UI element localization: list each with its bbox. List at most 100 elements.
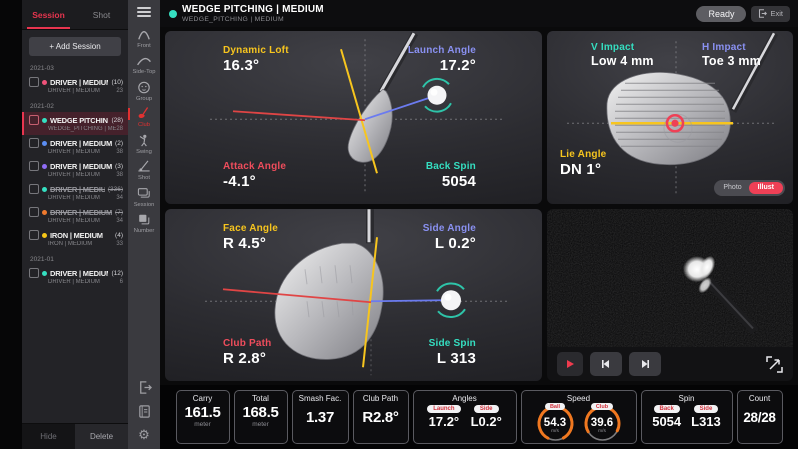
session-color-dot <box>42 209 47 215</box>
impact-video-panel <box>547 208 793 381</box>
session-checkbox[interactable] <box>29 207 39 217</box>
session-row[interactable]: DRIVER | MEDIUM (10) DRIVER | MEDIUM 23 <box>22 74 128 97</box>
side-spin-badge: Side <box>693 405 719 413</box>
manual-book-icon[interactable] <box>137 404 152 419</box>
step-forward-icon <box>642 360 649 368</box>
hide-button[interactable]: Hide <box>22 424 75 449</box>
session-count: (3) <box>115 162 123 170</box>
rail-item-front[interactable]: Front <box>128 27 160 49</box>
left-edge-strip <box>0 0 22 449</box>
rail-item-number[interactable]: Number <box>128 212 160 234</box>
top-view-graphic <box>205 208 510 375</box>
session-row[interactable]: DRIVER | MEDIUM (2) DRIVER | MEDIUM 38 <box>22 135 128 158</box>
face-angle-metric: Face Angle R 4.5° <box>223 222 278 252</box>
session-subcount: 33 <box>116 241 123 247</box>
session-checkbox[interactable] <box>29 115 39 125</box>
session-subtitle: IRON | MEDIUM <box>48 241 93 247</box>
session-checkbox[interactable] <box>29 184 39 194</box>
session-row[interactable]: DRIVER | MEDIUM (12) DRIVER | MEDIUM 6 <box>22 265 128 288</box>
shot-stats-bar: Carry 161.5 meter Total 168.5 meter Smas… <box>160 385 798 449</box>
session-count: (4) <box>115 231 123 239</box>
rail-item-swing[interactable]: Swing <box>128 133 160 155</box>
rail-item-group[interactable]: Group <box>128 80 160 102</box>
number-icon <box>139 214 150 225</box>
club-icon <box>138 107 149 119</box>
session-row-hidden[interactable]: DRIVER | MEDIUM (7) DRIVER | MEDIUM 34 <box>22 204 128 227</box>
exit-icon <box>759 9 768 18</box>
impact-view-panel: V Impact Low 4 mm H Impact Toe 3 mm Lie … <box>547 31 793 204</box>
exit-button[interactable]: Exit <box>751 5 790 22</box>
illust-toggle-option[interactable]: Illust <box>748 181 783 194</box>
tab-session[interactable]: Session <box>22 0 75 29</box>
date-label: 2021-01 <box>30 256 54 263</box>
session-subtitle: DRIVER | MEDIUM <box>48 279 100 285</box>
session-status-dot <box>169 9 177 18</box>
session-color-dot <box>42 163 47 169</box>
rail-item-side-top[interactable]: Side-Top <box>128 53 160 75</box>
rail-item-club[interactable]: Club <box>128 106 160 128</box>
launch-badge: Launch <box>427 405 461 413</box>
sidebar-tabs: Session Shot <box>22 0 128 30</box>
session-subtitle: DRIVER | MEDIUM <box>48 88 100 94</box>
menu-icon[interactable] <box>137 7 151 17</box>
session-row[interactable]: IRON | MEDIUM (4) IRON | MEDIUM 33 <box>22 227 128 250</box>
session-subtitle: DRIVER | MEDIUM <box>48 218 100 224</box>
app-header: WEDGE PITCHING | MEDIUM WEDGE_PITCHING |… <box>160 0 798 27</box>
side-spin-metric: Side Spin L 313 <box>428 338 476 367</box>
session-color-dot <box>42 140 47 146</box>
step-forward-button[interactable] <box>629 352 661 376</box>
launch-angle-metric: Launch Angle 17.2° <box>407 45 476 74</box>
fullscreen-button[interactable] <box>766 355 783 373</box>
session-color-dot <box>42 270 47 276</box>
side-top-trajectory-icon <box>137 58 151 66</box>
session-checkbox[interactable] <box>29 268 39 278</box>
session-subcount: 34 <box>116 218 123 224</box>
session-color-dot <box>42 117 47 123</box>
session-checkbox[interactable] <box>29 230 39 240</box>
side-badge: Side <box>473 405 499 413</box>
lie-angle-metric: Lie Angle DN 1° <box>560 148 607 178</box>
step-back-icon <box>602 360 609 368</box>
add-session-button[interactable]: + Add Session <box>29 37 121 56</box>
ready-button[interactable]: Ready <box>696 5 747 22</box>
session-title: IRON | MEDIUM <box>50 230 103 240</box>
play-button[interactable] <box>557 352 583 376</box>
shot-icon <box>138 160 150 172</box>
delete-button[interactable]: Delete <box>75 424 128 449</box>
rail-item-session[interactable]: Session <box>128 186 160 208</box>
session-count: (12) <box>111 269 123 277</box>
session-title: DRIVER | MEDIUM <box>50 161 113 171</box>
group-icon <box>138 81 150 94</box>
count-card: Count 28/28 <box>736 390 783 444</box>
carry-card: Carry 161.5 meter <box>175 390 230 444</box>
session-subcount: 38 <box>116 149 123 155</box>
session-color-dot <box>42 79 47 85</box>
tab-shot[interactable]: Shot <box>92 9 111 20</box>
session-subcount: 23 <box>116 88 123 94</box>
session-checkbox[interactable] <box>29 138 39 148</box>
view-rail: Front Side-Top Group Club Swing Shot Ses… <box>128 0 160 449</box>
video-frame[interactable] <box>547 208 793 347</box>
session-row-selected[interactable]: WEDGE PITCHING |...(28) WEDGE_PITCHING |… <box>22 112 128 135</box>
session-count: (7) <box>115 208 123 216</box>
club-path-card: Club Path R2.8° <box>352 390 409 444</box>
photo-toggle-option[interactable]: Photo <box>723 184 742 191</box>
sign-out-icon[interactable] <box>137 380 152 395</box>
swing-icon <box>139 134 147 147</box>
settings-gear-icon[interactable]: ⚙ <box>138 427 150 442</box>
session-subtitle: WEDGE_PITCHING | MEDIUM <box>48 126 117 132</box>
session-subtitle: DRIVER | MEDIUM <box>48 149 100 155</box>
club-speed-gauge: Club 39.6 m/s <box>583 403 622 443</box>
session-checkbox[interactable] <box>29 77 39 87</box>
photo-illust-toggle: Photo Illust <box>714 179 785 196</box>
step-back-button[interactable] <box>590 352 622 376</box>
session-subtitle: DRIVER | MEDIUM <box>48 195 100 201</box>
session-title: DRIVER | MEDIUM <box>50 138 113 148</box>
session-count: (28) <box>111 116 123 124</box>
session-row[interactable]: DRIVER | MEDIUM (3) DRIVER | MEDIUM 38 <box>22 158 128 181</box>
session-checkbox[interactable] <box>29 161 39 171</box>
impact-view-graphic <box>567 31 779 196</box>
rail-item-shot[interactable]: Shot <box>128 159 160 181</box>
video-controls <box>547 347 793 381</box>
